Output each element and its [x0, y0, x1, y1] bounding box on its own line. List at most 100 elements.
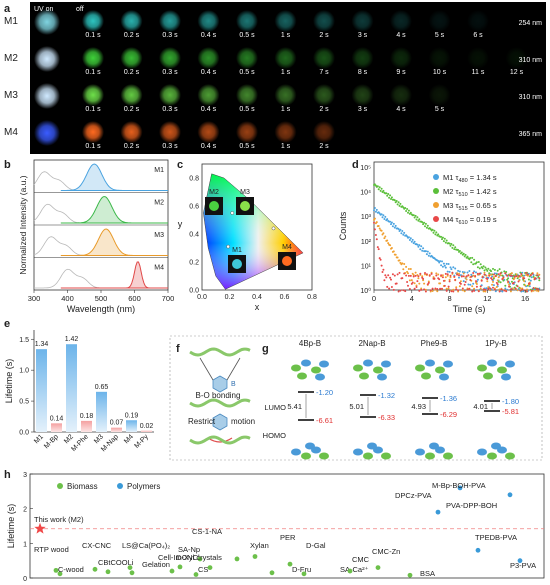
- decay-point: [484, 288, 487, 291]
- decay-point: [483, 269, 486, 272]
- panel-label: e: [4, 318, 10, 330]
- uv-on-sample: [34, 46, 60, 72]
- decay-point: [407, 272, 409, 275]
- decay-point: [504, 287, 507, 290]
- data-point: [252, 554, 258, 559]
- bar: [96, 391, 107, 432]
- decay-point: [407, 236, 410, 239]
- decay-point: [465, 278, 468, 281]
- x-axis-label: Time (s): [453, 304, 486, 314]
- time-label: 0.1 s: [85, 32, 101, 39]
- lumo-orbital: [415, 359, 453, 381]
- time-label: 1 s: [281, 32, 291, 39]
- decay-point: [529, 279, 532, 282]
- afterglow-sample: [120, 84, 143, 106]
- decay-point: [442, 262, 445, 265]
- point-label: M1: [232, 247, 242, 254]
- decay-point: [397, 290, 400, 293]
- polymer-chain: [189, 435, 251, 445]
- time-label: 0.4 s: [201, 106, 217, 113]
- time-label: 0.2 s: [124, 143, 140, 150]
- orbital-lobe: [359, 372, 369, 380]
- y-tick-label: 0.0: [19, 430, 29, 437]
- bar: [66, 344, 77, 432]
- decay-point: [407, 211, 409, 214]
- afterglow-sample: [82, 84, 104, 106]
- decay-point: [472, 282, 475, 285]
- data-point: [127, 565, 133, 570]
- decay-point: [435, 274, 438, 277]
- cie-point: [226, 244, 230, 249]
- point-label: M2: [209, 189, 219, 196]
- x-tick-label: 600: [128, 294, 141, 303]
- afterglow-sample: [120, 121, 143, 143]
- decay-point: [525, 274, 528, 276]
- decay-point: [488, 272, 491, 275]
- decay-point: [398, 204, 401, 207]
- decay-point: [424, 288, 427, 291]
- decay-point: [457, 249, 460, 251]
- time-label: 0.5 s: [239, 32, 255, 39]
- bar-category-label: M-Nap: [100, 433, 120, 453]
- decay-point: [455, 288, 458, 291]
- decay-point: [515, 273, 518, 276]
- data-point: [475, 547, 481, 553]
- decay-point: [418, 282, 421, 285]
- decay-point: [496, 269, 499, 272]
- decay-point: [503, 289, 506, 292]
- afterglow-sample: [274, 121, 297, 143]
- decay-point: [476, 278, 479, 281]
- orbital-lobe: [439, 373, 449, 381]
- decay-point: [492, 284, 495, 287]
- decay-point: [449, 276, 452, 279]
- decay-point: [478, 267, 481, 270]
- bond: [226, 357, 241, 381]
- decay-point: [507, 280, 510, 283]
- decay-point: [513, 276, 516, 279]
- decay-point: [445, 287, 448, 290]
- decay-point: [447, 285, 450, 288]
- decay-point: [501, 290, 504, 293]
- decay-point: [489, 287, 492, 290]
- decay-point: [536, 272, 539, 275]
- decay-point: [430, 272, 433, 275]
- decay-point: [388, 287, 391, 290]
- data-point: [517, 558, 523, 564]
- decay-point: [502, 276, 505, 279]
- decay-point: [382, 214, 385, 217]
- afterglow-sample: [274, 47, 297, 69]
- decay-point: [409, 268, 412, 270]
- decay-point: [522, 290, 525, 293]
- decay-point: [427, 280, 430, 283]
- decay-point: [446, 270, 449, 273]
- decay-point: [484, 266, 487, 269]
- decay-point: [392, 222, 395, 225]
- orbital-lobe: [291, 448, 301, 456]
- bar-value-label: 1.42: [65, 336, 79, 343]
- cie-inset-glow: [282, 256, 292, 266]
- decay-point: [472, 263, 475, 266]
- point-label: SA-Np: [178, 545, 200, 554]
- x-tick-label: 0.0: [197, 294, 207, 301]
- decay-point: [385, 276, 388, 279]
- decay-point: [396, 273, 399, 276]
- decay-point: [413, 287, 416, 290]
- decay-point: [397, 201, 400, 204]
- data-point: [197, 556, 203, 562]
- decay-point: [399, 228, 402, 231]
- decay-point: [458, 285, 461, 288]
- decay-point: [441, 260, 443, 263]
- panel-label: g: [262, 343, 269, 355]
- data-point: [269, 570, 275, 576]
- decay-point: [425, 226, 428, 229]
- decay-point: [390, 286, 393, 288]
- data-point: [287, 561, 293, 567]
- lumo-orbital: [477, 359, 515, 381]
- decay-point: [441, 287, 443, 290]
- afterglow-sample: [197, 47, 220, 69]
- point-label: SA-Ca²⁺: [340, 565, 369, 574]
- y-tick-label: 10⁰: [360, 287, 371, 295]
- decay-point: [424, 273, 426, 276]
- x-tick-label: 16: [521, 294, 529, 303]
- decay-point: [492, 273, 495, 276]
